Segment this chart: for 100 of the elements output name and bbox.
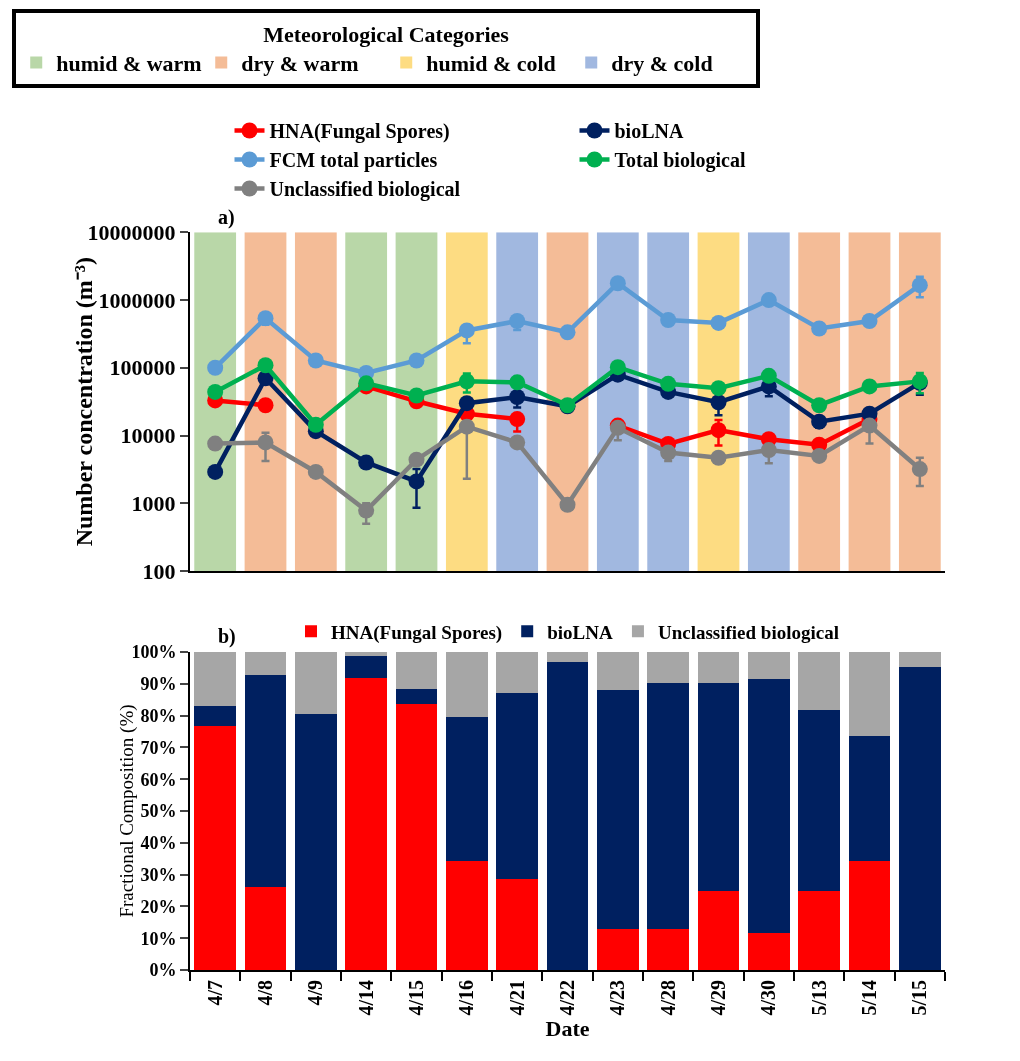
point xyxy=(207,359,224,376)
x-tick-label: 5/13 xyxy=(807,980,830,1016)
bar xyxy=(445,861,488,970)
y-tick-label: 100% xyxy=(131,642,177,663)
point xyxy=(710,449,727,466)
point xyxy=(408,387,425,404)
bar xyxy=(395,652,438,689)
x-tick-label: 4/9 xyxy=(304,980,327,1006)
point xyxy=(358,502,375,519)
bar xyxy=(294,714,337,970)
bar xyxy=(898,652,941,667)
x-tick-label: 4/23 xyxy=(606,980,629,1016)
point xyxy=(307,463,324,480)
point xyxy=(207,383,224,400)
legend-label: Unclassified biological xyxy=(269,178,461,202)
bar xyxy=(244,886,287,970)
point xyxy=(861,313,878,330)
legend-label: dry & warm xyxy=(241,50,359,76)
bar xyxy=(345,652,388,656)
x-tick-label: 4/14 xyxy=(354,980,377,1016)
bar xyxy=(496,693,539,879)
point xyxy=(408,473,425,490)
point xyxy=(358,454,375,471)
bar xyxy=(647,652,690,683)
point xyxy=(911,461,928,478)
bar xyxy=(596,690,639,929)
y-tick-label: 80% xyxy=(140,705,177,726)
point xyxy=(760,367,777,384)
x-tick-label: 4/8 xyxy=(254,980,276,1006)
bar xyxy=(747,652,790,680)
x-tick-label: 4/30 xyxy=(757,980,780,1016)
point xyxy=(458,395,475,412)
point xyxy=(408,451,425,468)
y-tick-label: 1000 xyxy=(131,490,176,516)
point xyxy=(509,313,526,330)
bar xyxy=(244,652,287,675)
legend-title: Meteorological Categories xyxy=(263,21,510,47)
x-tick-label: 4/29 xyxy=(707,980,729,1016)
y-tick-label: 10% xyxy=(140,928,177,949)
point xyxy=(458,373,475,390)
text: a) xyxy=(218,206,235,229)
point xyxy=(609,359,626,376)
bar xyxy=(596,652,639,691)
point xyxy=(257,310,274,327)
y-axis-title: Fractional Composition (%) xyxy=(116,704,139,918)
y-tick-label: 50% xyxy=(140,801,177,822)
bar xyxy=(194,706,237,727)
point xyxy=(710,422,727,439)
point xyxy=(811,413,828,430)
legend-label: FCM total particles xyxy=(269,149,438,173)
legend-label: bioLNA xyxy=(614,120,684,143)
point xyxy=(660,375,677,392)
y-tick-label: 70% xyxy=(140,737,177,758)
bar xyxy=(546,661,589,970)
legend-label: HNA(Fungal Spores) xyxy=(331,621,503,644)
bar xyxy=(798,890,841,970)
point xyxy=(861,417,878,434)
bar xyxy=(697,890,740,970)
legend-label: humid & cold xyxy=(426,50,556,76)
point xyxy=(509,389,526,406)
bar xyxy=(244,674,287,887)
y-tick-label: 60% xyxy=(140,769,177,790)
bar xyxy=(445,717,488,862)
y-tick-label: 30% xyxy=(140,864,177,885)
point xyxy=(710,314,727,331)
bar xyxy=(798,709,841,891)
y-tick-label: 10000000 xyxy=(87,220,176,245)
y-tick-label: 90% xyxy=(140,674,177,695)
point xyxy=(861,378,878,395)
point xyxy=(307,416,324,433)
bar xyxy=(898,666,941,970)
legend-label: HNA(Fungal Spores) xyxy=(269,120,450,144)
x-tick-label: 5/15 xyxy=(908,980,931,1016)
point xyxy=(710,380,727,397)
legend-label: Unclassified biological xyxy=(657,621,839,643)
y-tick-label: 10000 xyxy=(120,423,176,449)
bar xyxy=(647,682,690,929)
bar xyxy=(496,878,539,970)
point xyxy=(408,352,425,369)
point xyxy=(660,444,677,461)
point xyxy=(760,442,777,459)
bar xyxy=(345,655,388,678)
bar xyxy=(294,652,337,715)
bar xyxy=(345,677,388,970)
x-tick-label: 4/16 xyxy=(455,980,478,1016)
point xyxy=(257,434,274,451)
x-tick-label: 5/14 xyxy=(858,980,880,1016)
point xyxy=(509,374,526,391)
bar xyxy=(395,688,438,705)
legend-label: humid & warm xyxy=(56,50,202,76)
y-tick-label: 20% xyxy=(140,896,177,917)
point xyxy=(207,463,224,480)
bar xyxy=(798,652,841,710)
point xyxy=(911,277,928,294)
point xyxy=(207,435,224,452)
bar xyxy=(546,652,589,662)
legend-label: Total biological xyxy=(614,149,746,173)
point xyxy=(660,312,677,329)
point xyxy=(257,357,274,374)
bar xyxy=(194,652,237,707)
